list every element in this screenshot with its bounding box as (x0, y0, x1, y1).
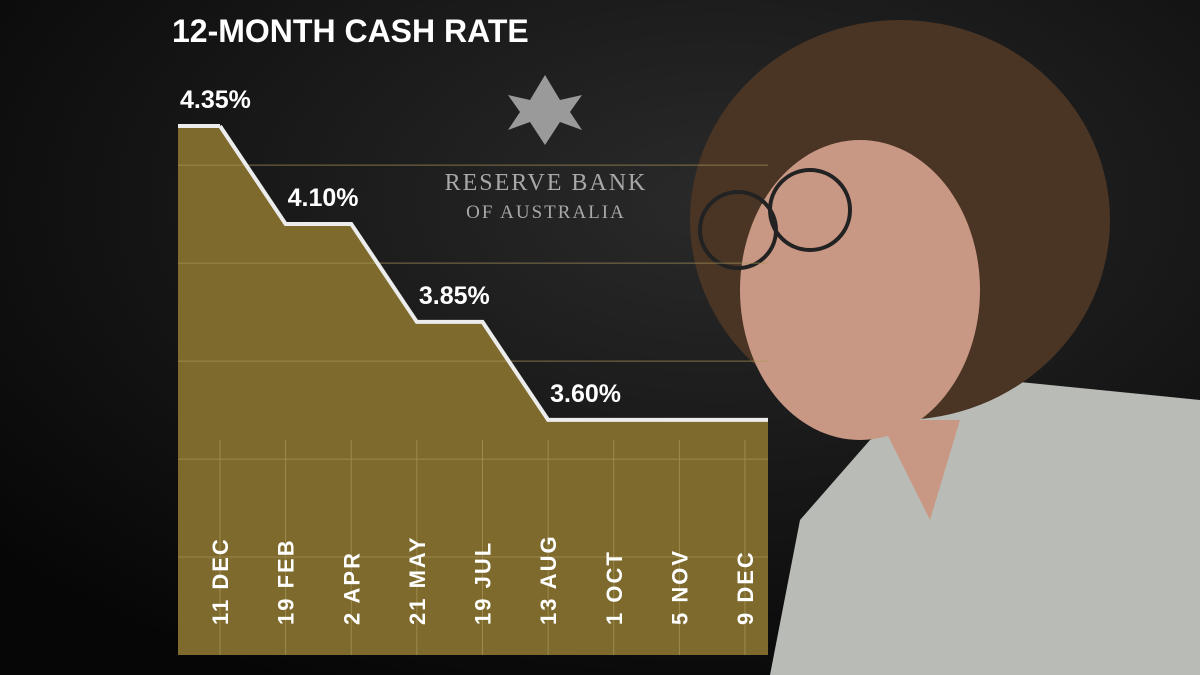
logo-text: OF AUSTRALIA (466, 202, 626, 223)
x-tick-label: 9 DEC (733, 550, 758, 625)
logo-text: RESERVE BANK (445, 170, 648, 196)
value-label: 3.60% (550, 380, 621, 408)
x-tick-label: 19 JUL (471, 541, 496, 625)
area (178, 126, 768, 655)
value-label: 3.85% (419, 282, 490, 310)
chart-title: 12-MONTH CASH RATE (172, 13, 529, 49)
x-tick-label: 21 MAY (405, 536, 430, 625)
line (218, 124, 745, 422)
x-tick-label: 5 NOV (667, 549, 692, 625)
x-tick-label: 13 AUG (536, 534, 561, 625)
value-label: 4.35% (180, 86, 251, 114)
plot: 11 DEC 19 FEB 2 APR 21 MAY 19 JUL 13 AUG 1 OCT… (178, 86, 768, 655)
logo: RESERVE BANK OF AUSTRALIA (445, 75, 648, 223)
x-tick-label: 1 OCT (602, 550, 627, 625)
x-tick-label: 11 DEC (208, 537, 233, 625)
x-tick-label: 2 APR (339, 551, 364, 625)
photo (690, 20, 1200, 675)
value-label: 4.10% (288, 184, 359, 212)
x-tick-label: 19 FEB (274, 538, 299, 625)
